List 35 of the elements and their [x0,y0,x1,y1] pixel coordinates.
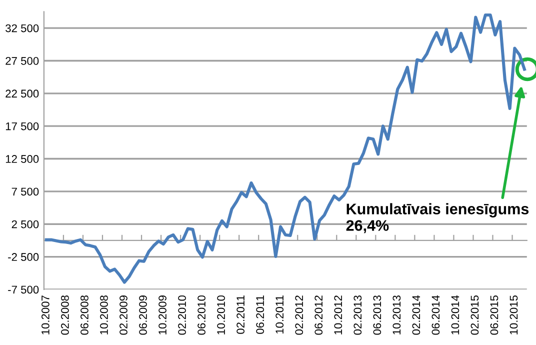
x-tick-label: 10.2013 [392,295,401,334]
x-tick-label: 10.2008 [100,295,108,334]
y-tick-label: 7 500 [12,188,39,196]
x-tick-label: 02.2015 [470,295,479,335]
y-tick-label: 12 500 [6,155,39,163]
x-tick-label: 06.2011 [256,296,264,334]
y-tick-label: 27 500 [6,57,39,65]
y-tick-label: 22 500 [6,90,39,98]
x-tick-label: 06.2015 [490,295,498,335]
x-tick-label: 10.2012 [334,296,342,334]
x-tick-label: 10.2010 [217,295,225,334]
x-tick-label: 10.2015 [510,295,518,334]
x-tick-label: 10.2009 [158,296,166,334]
x-tick-label: 06.2013 [373,295,382,335]
x-tick-label: 06.2012 [314,296,323,335]
x-tick-label: 10.2007 [42,296,50,334]
y-tick-label: 17 500 [6,122,39,130]
y-tick-label: 32 500 [6,24,39,32]
y-tick-label: 2 500 [12,220,39,228]
y-tick-label: -2 500 [8,253,39,261]
x-tick-label: 02.2010 [178,295,186,335]
y-tick-label: -7 500 [8,286,39,294]
x-tick-label: 06.2014 [432,295,440,335]
x-tick-label: 06.2008 [80,295,88,335]
x-tick-label: 02.2014 [412,295,420,335]
x-tick-label: 02.2013 [354,295,362,335]
x-tick-label: 02.2009 [120,296,128,335]
x-tick-label: 02.2011 [236,296,244,334]
x-tick-label: 02.2012 [295,296,304,335]
x-tick-label: 10.2014 [451,295,460,334]
x-tick-label: 10.2011 [276,296,284,334]
x-tick-label: 06.2010 [198,295,206,335]
x-tick-label: 06.2009 [139,296,147,335]
annotation: Kumulatīvais ienesīgums 26,4% [346,203,529,234]
x-tick-label: 02.2008 [61,295,69,335]
